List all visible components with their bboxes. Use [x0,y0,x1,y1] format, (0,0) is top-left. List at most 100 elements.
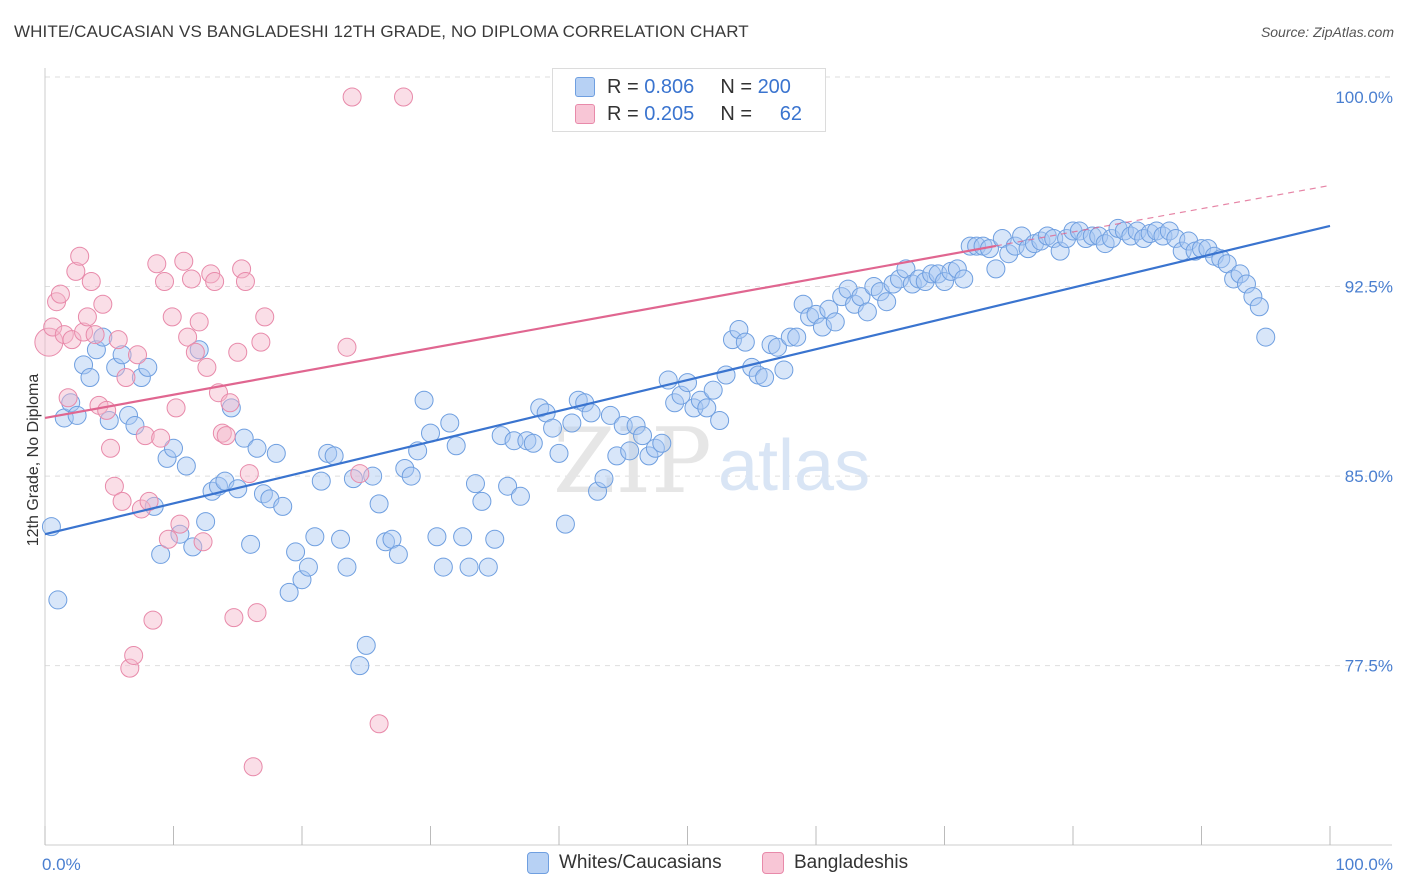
data-point-whites [986,259,1006,279]
data-point-bangladeshis [43,317,63,337]
data-point-whites [112,345,132,365]
data-point-bangladeshis [174,251,194,271]
data-point-bangladeshis [216,426,236,446]
data-point-bangladeshis [350,464,370,484]
data-point-whites [151,544,171,564]
data-point-bangladeshis [247,603,267,623]
data-point-whites [61,393,81,413]
data-point-bangladeshis [337,337,357,357]
data-point-whites [1249,297,1269,317]
data-point-bangladeshis [178,327,198,347]
data-point-bangladeshis [158,529,178,549]
data-point-whites [620,441,640,461]
data-point-whites [427,527,447,547]
data-point-whites [954,269,974,289]
legend-n-value: 62 [779,102,803,125]
data-point-bangladeshis [62,330,82,350]
data-point-whites [819,299,839,319]
data-point-whites [588,481,608,501]
data-point-whites [311,471,331,491]
data-point-bangladeshis [97,400,117,420]
data-point-whites [877,292,897,312]
data-point-bangladeshis [66,261,86,281]
data-point-bangladeshis [116,368,136,388]
x-tick-label: 0.0% [42,855,81,874]
legend-r-value: 0.806 [644,75,695,98]
data-point-whites [755,368,775,388]
data-point-whites [465,474,485,494]
data-point-bangladeshis [85,325,105,345]
data-point-whites [138,357,158,377]
data-point-whites [633,426,653,446]
data-point-whites [1095,234,1115,254]
trend-line-whites [44,224,1331,536]
data-point-whites [356,635,376,655]
data-point-whites [825,312,845,332]
data-point-whites [883,274,903,294]
data-point-whites [48,590,68,610]
data-point-whites [324,446,344,466]
data-point-bangladeshis [74,322,94,342]
legend-n-label: N = [720,102,752,125]
data-point-whites [292,570,312,590]
data-point-whites [388,544,408,564]
data-point-whites [812,317,832,337]
legend-r-label: R = [607,102,639,125]
data-point-bangladeshis [81,271,101,291]
data-point-whites [665,393,685,413]
data-point-whites [485,529,505,549]
gridlines [45,76,1392,667]
data-point-whites [774,360,794,380]
data-point-whites [890,269,910,289]
data-point-whites [125,416,145,436]
data-point-whites [131,368,151,388]
data-point-bangladeshis [243,757,263,777]
watermark-atlas: atlas [718,426,870,506]
data-point-whites [298,557,318,577]
data-point-whites [119,405,139,425]
data-point-whites [549,443,569,463]
y-tick-label: 77.5% [1345,657,1393,676]
data-point-bangladeshis [189,312,209,332]
data-point-whites [196,512,216,532]
data-point-bangladeshis [185,342,205,362]
legend-n-label: N = [720,75,752,98]
data-point-whites [86,340,106,360]
trend-line-bangladeshis-extension [995,184,1331,247]
legend-r-value: 0.205 [644,102,695,125]
data-point-whites [780,327,800,347]
data-point-whites [273,496,293,516]
data-point-whites [671,385,691,405]
data-point-whites [93,327,113,347]
data-point-whites [652,433,672,453]
data-point-whites [645,438,665,458]
data-point-bangladeshis [147,254,167,274]
data-point-whites [864,277,884,297]
data-point-bangladeshis [162,307,182,327]
data-point-bangladeshis [120,658,140,678]
data-point-bangladeshis [224,608,244,628]
data-point-whites [395,459,415,479]
data-point-bangladeshis [197,357,217,377]
data-point-whites [1236,274,1256,294]
data-point-bangladeshis [101,438,121,458]
data-point-whites [433,557,453,577]
data-point-whites [729,320,749,340]
data-point-whites [690,390,710,410]
data-point-whites [157,448,177,468]
data-point-whites [279,582,299,602]
data-point-whites [170,524,190,544]
legend-r-label: R = [607,75,639,98]
data-point-bangladeshis [112,491,132,511]
data-point-bangladeshis [170,514,190,534]
data-point-whites [369,494,389,514]
data-point-whites [600,405,620,425]
data-point-bangladeshis [104,476,124,496]
bottom-legend-bangladeshis: Bangladeshis [762,852,908,874]
data-point-whites [498,476,518,496]
data-point-bangladeshis [143,610,163,630]
data-point-whites [787,327,807,347]
data-point-bangladeshis [58,388,78,408]
data-point-whites [703,380,723,400]
